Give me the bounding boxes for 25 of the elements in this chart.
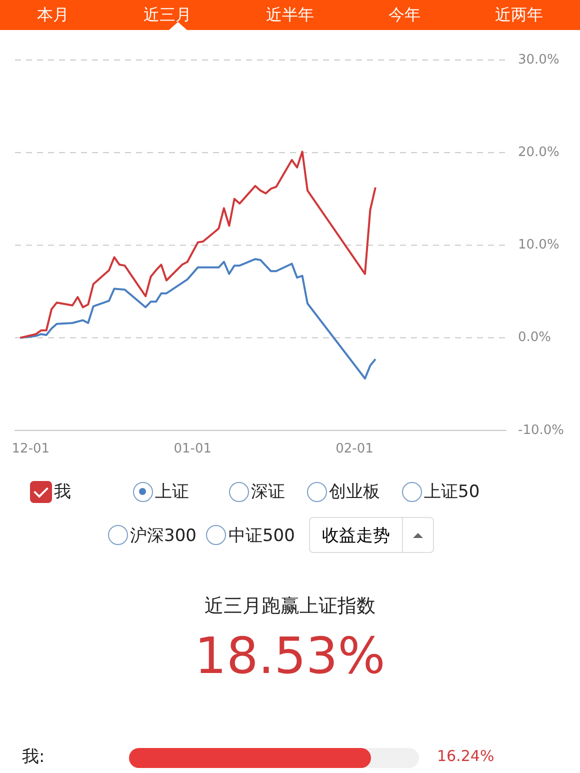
text: 收益走势 [320, 524, 391, 546]
text: 本月 [37, 4, 70, 26]
y-tick-label: 30.0% [518, 52, 560, 68]
legend-label: 我 [54, 481, 71, 503]
y-tick-label: -10.0% [518, 422, 564, 438]
text: 16.24% [437, 747, 494, 765]
text: 深证 [251, 481, 285, 503]
text: 近三月跑赢上证指数 [204, 594, 376, 619]
x-tick-label: 01-01 [174, 442, 212, 457]
legend-label: 上证 [155, 481, 189, 503]
text: 今年 [388, 4, 420, 26]
text: 我: [22, 746, 45, 768]
x-tick-label: 12-01 [12, 442, 50, 457]
x-tick-label: 02-01 [336, 442, 374, 457]
y-tick-label: 20.0% [518, 144, 560, 160]
text: 沪深300 [130, 524, 196, 546]
y-tick-label: 10.0% [518, 238, 560, 253]
text: 18.53% [194, 627, 386, 685]
text: 上证50 [424, 481, 480, 503]
text: 近半年 [266, 4, 314, 26]
text: 近三月 [144, 4, 192, 26]
text: 创业板 [329, 481, 380, 503]
y-tick-label: 0.0% [518, 330, 552, 346]
text: 近两年 [494, 4, 543, 26]
text: 中证500 [228, 524, 295, 546]
